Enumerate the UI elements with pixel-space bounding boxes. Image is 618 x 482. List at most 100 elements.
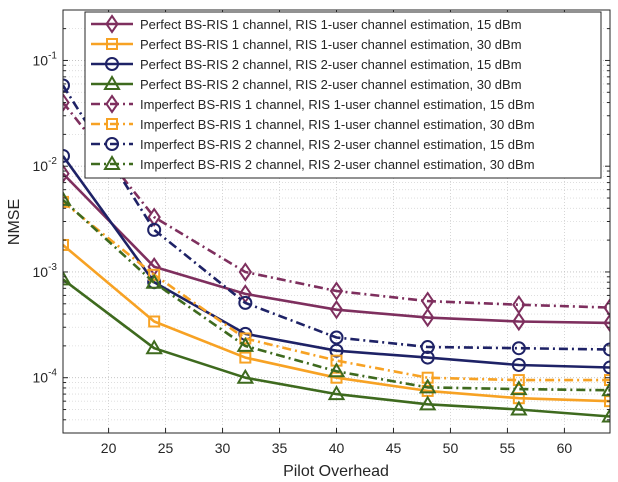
legend-label: Perfect BS-RIS 2 channel, RIS 2-user cha… [140, 57, 522, 72]
triangle-marker [418, 395, 437, 411]
diamond-marker [512, 311, 526, 332]
triangle-marker [327, 385, 346, 401]
series-line [63, 172, 610, 325]
y-tick-label: 10-1 [33, 50, 58, 68]
x-tick-label: 50 [443, 440, 459, 456]
diamond-marker [105, 14, 119, 34]
x-tick-label: 60 [557, 440, 573, 456]
x-tick-label: 25 [158, 440, 174, 456]
circle-marker [420, 350, 435, 365]
series-layer [63, 78, 610, 423]
triangle-marker [510, 380, 528, 396]
legend-label: Perfect BS-RIS 1 channel, RIS 1-user cha… [140, 37, 522, 52]
legend-item: Imperfect BS-RIS 2 channel, RIS 2-user c… [91, 137, 535, 152]
y-tick-label: 10-2 [33, 156, 58, 174]
x-axis-label: Pilot Overhead [283, 463, 389, 480]
diamond-marker [512, 294, 526, 315]
diamond-marker [147, 207, 161, 227]
triangle-marker [327, 362, 346, 378]
triangle-marker [418, 378, 437, 394]
triangle-marker [63, 270, 72, 286]
y-axis-label: NMSE [6, 199, 23, 245]
circle-marker [63, 78, 70, 93]
square-marker [239, 332, 252, 345]
legend-label: Perfect BS-RIS 1 channel, RIS 1-user cha… [140, 17, 522, 32]
series-line [63, 198, 610, 392]
square-marker [604, 395, 610, 408]
legend-item: Imperfect BS-RIS 1 channel, RIS 1-user c… [91, 94, 535, 114]
circle-marker [329, 330, 344, 345]
x-tick-label: 40 [329, 440, 345, 456]
triangle-marker [63, 190, 72, 206]
triangle-marker [236, 368, 255, 384]
legend-label: Imperfect BS-RIS 2 channel, RIS 2-user c… [140, 157, 535, 172]
circle-marker [105, 137, 119, 151]
circle-marker [329, 343, 344, 358]
x-tick-label: 35 [272, 440, 288, 456]
x-tick-label: 45 [386, 440, 402, 456]
circle-marker [511, 357, 526, 372]
diamond-marker [420, 291, 435, 311]
square-marker [604, 374, 610, 387]
circle-marker [603, 360, 610, 375]
square-marker [148, 268, 161, 281]
legend: Perfect BS-RIS 1 channel, RIS 1-user cha… [84, 11, 602, 179]
series-line [63, 244, 610, 403]
square-marker [239, 351, 252, 364]
square-marker [106, 118, 118, 130]
diamond-marker [603, 297, 610, 318]
circle-marker [147, 222, 162, 237]
legend-item: Imperfect BS-RIS 2 channel, RIS 2-user c… [91, 155, 535, 172]
square-marker [421, 371, 434, 384]
circle-marker [63, 148, 70, 163]
y-tick-label: 10-4 [33, 368, 58, 386]
triangle-marker [510, 400, 528, 416]
diamond-marker [63, 92, 70, 113]
triangle-marker [103, 155, 121, 170]
x-tick-label: 30 [215, 440, 231, 456]
legend-item: Imperfect BS-RIS 1 channel, RIS 1-user c… [91, 117, 535, 132]
series-1 [63, 163, 610, 333]
circle-marker [603, 342, 610, 357]
series-line [63, 101, 610, 309]
legend-label: Perfect BS-RIS 2 channel, RIS 2-user cha… [140, 77, 522, 92]
square-marker [63, 238, 69, 251]
legend-item: Perfect BS-RIS 2 channel, RIS 2-user cha… [91, 57, 522, 72]
axis-ticks: 20 25 30 35 40 45 50 55 60 10-4 10-3 10-2 10-1 [33, 10, 610, 456]
series-line [63, 278, 610, 418]
series-8 [63, 190, 610, 397]
triangle-marker [145, 273, 163, 289]
legend-item: Perfect BS-RIS 1 channel, RIS 1-user cha… [91, 14, 522, 34]
triangle-marker [236, 336, 255, 352]
legend-item: Perfect BS-RIS 2 channel, RIS 2-user cha… [91, 75, 522, 92]
diamond-marker [420, 307, 435, 328]
y-tick-label: 10-3 [33, 262, 58, 280]
series-line [63, 84, 610, 351]
triangle-marker [601, 407, 610, 423]
triangle-marker [145, 339, 163, 355]
triangle-marker [103, 75, 121, 90]
legend-label: Imperfect BS-RIS 2 channel, RIS 2-user c… [140, 137, 535, 152]
legend-box [84, 11, 602, 179]
series-4 [63, 270, 610, 423]
square-marker [148, 315, 161, 328]
diamond-marker [105, 94, 119, 114]
series-5 [63, 92, 610, 318]
triangle-marker [601, 381, 610, 397]
x-tick-label: 20 [101, 440, 117, 456]
circle-marker [420, 340, 435, 355]
square-marker [512, 374, 525, 387]
square-marker [106, 38, 118, 50]
circle-marker [238, 295, 253, 310]
diamond-marker [238, 262, 253, 282]
x-tick-label: 55 [500, 440, 516, 456]
diamond-marker [329, 299, 344, 320]
circle-marker [105, 57, 119, 71]
series-7 [63, 78, 610, 357]
square-marker [330, 371, 343, 384]
legend-item: Perfect BS-RIS 1 channel, RIS 1-user cha… [91, 37, 522, 52]
diamond-marker [329, 281, 344, 301]
legend-label: Imperfect BS-RIS 1 channel, RIS 1-user c… [140, 97, 535, 112]
diamond-marker [63, 163, 70, 184]
